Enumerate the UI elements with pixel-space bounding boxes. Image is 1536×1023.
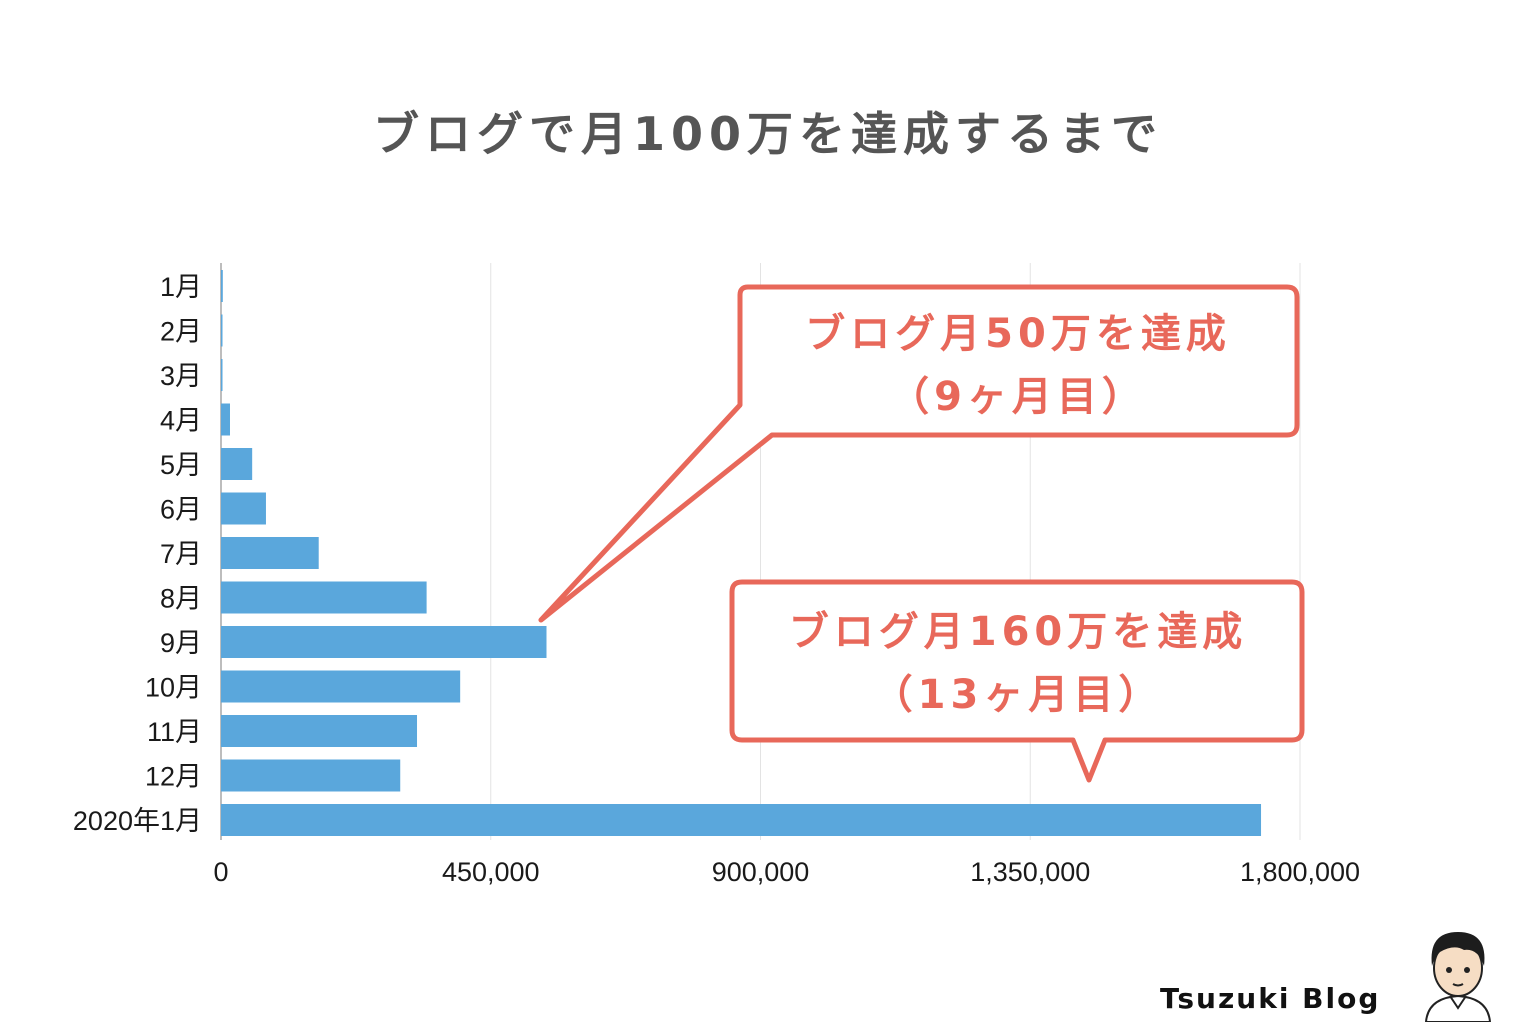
category-label: 2月 [160,317,202,347]
bar [221,804,1262,836]
category-label: 3月 [160,361,202,391]
category-label: 6月 [160,495,202,525]
bar [221,715,418,747]
chart-title: ブログで月100万を達成するまで [372,107,1164,161]
category-label: 1月 [160,272,202,302]
bar [221,670,461,703]
bar [221,492,266,525]
category-label: 10月 [145,673,202,703]
avatar-icon [1424,932,1492,1022]
x-tick-label: 900,000 [712,857,810,887]
callout-160man-line2: （13ヶ月目） [873,672,1164,718]
category-labels: 1月 2月 3月 4月 5月 6月 7月 8月 9月 10月 11月 12月 2020年1月 [73,272,202,836]
callout-50man-line1: ブログ月50万を達成 [805,311,1231,357]
callout-50man-line2: （9ヶ月目） [889,374,1147,420]
x-tick-label: 0 [213,857,228,887]
callout-50man: ブログ月50万を達成 （9ヶ月目） [538,284,1300,623]
x-tick-label: 450,000 [442,857,540,887]
x-tick-label: 1,800,000 [1240,857,1360,887]
brand-name: Tsuzuki Blog [1160,982,1381,1015]
bar [221,403,230,436]
category-label: 2020年1月 [73,806,202,836]
category-label: 11月 [147,717,202,747]
category-label: 12月 [145,762,202,792]
bars [221,270,1262,836]
callout-160man-shape [729,579,1305,783]
category-label: 8月 [160,584,202,614]
bar [221,581,427,614]
bar [221,759,401,792]
bar [221,448,253,480]
category-label: 4月 [160,406,202,436]
bar [221,314,223,347]
category-label: 7月 [160,539,202,569]
bar [221,537,319,569]
callout-160man: ブログ月160万を達成 （13ヶ月目） [729,579,1305,783]
category-label: 5月 [160,450,202,480]
tick-labels: 0 450,000 900,000 1,350,000 1,800,000 [213,857,1360,887]
category-label: 9月 [160,628,202,658]
x-tick-label: 1,350,000 [970,857,1090,887]
bar [221,626,547,658]
bar [221,359,223,391]
callout-50man-shape [538,284,1300,623]
callout-160man-line1: ブログ月160万を達成 [789,609,1248,655]
bar [221,270,223,302]
